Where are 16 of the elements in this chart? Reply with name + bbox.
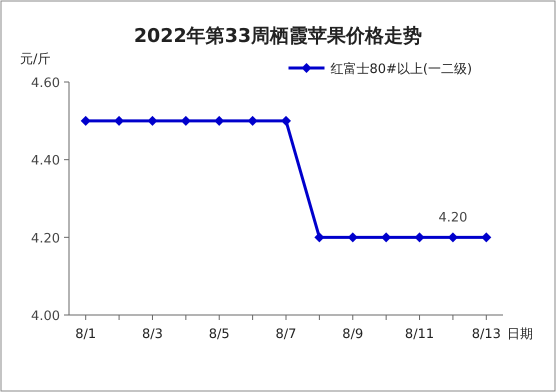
x-tick-label: 8/5	[208, 327, 230, 342]
x-tick-label: 8/13	[472, 327, 501, 342]
legend-label: 红富士80#以上(一二级)	[330, 61, 472, 77]
x-tick-label: 8/11	[404, 327, 434, 342]
y-tick-label: 4.00	[31, 309, 60, 324]
y-axis-title: 元/斤	[20, 52, 50, 67]
y-tick-label: 4.60	[31, 76, 60, 91]
data-label: 4.20	[438, 210, 468, 226]
chart-title: 2022年第33周栖霞苹果价格走势	[134, 25, 422, 47]
x-tick-label: 8/1	[75, 327, 96, 342]
x-axis-title: 日期	[507, 327, 533, 342]
x-tick-label: 8/7	[276, 327, 296, 342]
y-tick-label: 4.40	[31, 154, 60, 169]
y-tick-label: 4.20	[31, 231, 60, 246]
x-tick-label: 8/3	[142, 327, 163, 342]
x-tick-label: 8/9	[342, 327, 364, 342]
